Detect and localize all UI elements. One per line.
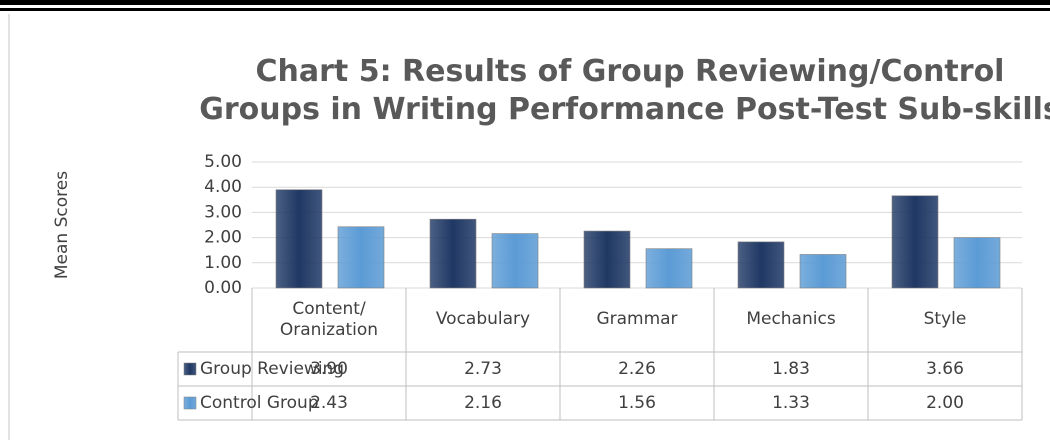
category-cell: Style bbox=[923, 309, 967, 330]
category-cell: Grammar bbox=[596, 309, 678, 330]
y-tick-label: 0.00 bbox=[204, 278, 242, 298]
y-tick-label: 4.00 bbox=[204, 177, 242, 197]
y-tick-label: 2.00 bbox=[204, 228, 242, 248]
table-value: 1.56 bbox=[618, 393, 656, 413]
category-cell: Vocabulary bbox=[435, 309, 531, 330]
y-tick-label: 1.00 bbox=[204, 253, 242, 273]
x-tick-label: Content/ Oranization bbox=[279, 298, 379, 340]
y-axis-title: Mean Scores bbox=[52, 171, 72, 279]
table-value: 2.26 bbox=[618, 359, 656, 379]
y-tick-label: 5.00 bbox=[204, 152, 242, 172]
bar bbox=[891, 195, 939, 289]
bar bbox=[429, 218, 477, 289]
top-rule bbox=[0, 0, 1050, 5]
x-tick-label: Vocabulary bbox=[435, 309, 531, 330]
bar bbox=[645, 248, 693, 289]
table-value: 2.73 bbox=[464, 359, 502, 379]
table-value: 2.00 bbox=[926, 393, 964, 413]
legend-label: Control Group bbox=[200, 393, 319, 413]
legend-key bbox=[183, 396, 197, 410]
y-tick-label: 3.00 bbox=[204, 202, 242, 222]
x-tick-label: Mechanics bbox=[746, 309, 836, 330]
table-value: 3.90 bbox=[310, 359, 348, 379]
bar bbox=[799, 254, 847, 289]
top-rule bbox=[0, 8, 1050, 11]
legend-key bbox=[183, 362, 197, 376]
bar bbox=[275, 189, 323, 289]
table-value: 1.33 bbox=[772, 393, 810, 413]
x-tick-label: Grammar bbox=[596, 309, 678, 330]
x-tick-label: Style bbox=[923, 309, 967, 330]
table-value: 2.43 bbox=[310, 393, 348, 413]
table-value: 3.66 bbox=[926, 359, 964, 379]
table-value: 1.83 bbox=[772, 359, 810, 379]
table-value: 2.16 bbox=[464, 393, 502, 413]
bar bbox=[583, 230, 631, 289]
bar bbox=[491, 233, 539, 289]
bar bbox=[953, 237, 1001, 289]
legend-label: Group Reviewing bbox=[200, 359, 344, 379]
bar bbox=[337, 226, 385, 289]
bar bbox=[737, 241, 785, 289]
category-cell: Mechanics bbox=[746, 309, 836, 330]
chart-title: Chart 5: Results of Group Reviewing/Cont… bbox=[199, 54, 1050, 127]
category-cell: Content/ Oranization bbox=[279, 298, 379, 340]
